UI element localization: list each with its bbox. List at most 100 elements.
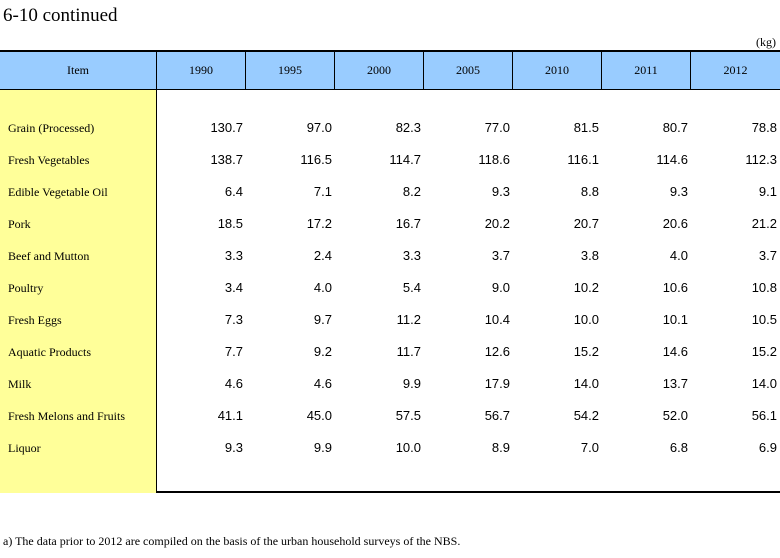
row-label: Milk [8,377,32,391]
value-cell: 12.6 [484,344,510,359]
value-cell: 7.7 [224,344,243,359]
value-cell: 3.3 [402,248,421,263]
unit-label: (kg) [756,35,776,49]
value-cell: 77.0 [484,120,510,135]
header-row: Item 1990 1995 2000 2005 2010 2011 2012 [0,52,780,90]
value-cell: 8.9 [491,440,510,455]
table-row: Grain (Processed) 130.7 97.0 82.3 77.0 81.5 80… [0,118,780,138]
value-cell: 9.2 [313,344,332,359]
header-year-2011: 2011 [602,52,691,89]
value-cell: 10.4 [484,312,510,327]
row-label: Liquor [8,441,41,455]
value-cell: 8.8 [580,184,599,199]
value-cell: 4.6 [313,376,332,391]
table-row: Edible Vegetable Oil 6.4 7.1 8.2 9.3 8.8 9.3 9.… [0,182,780,202]
value-cell: 10.6 [662,280,688,295]
data-table: Item 1990 1995 2000 2005 2010 2011 2012 … [0,50,780,493]
value-cell: 56.1 [751,408,777,423]
item-column [0,90,157,493]
value-cell: 81.5 [573,120,599,135]
value-cell: 118.6 [478,152,510,167]
value-cell: 138.7 [210,152,243,167]
value-cell: 9.1 [758,184,777,199]
value-cell: 18.5 [217,216,243,231]
value-cell: 82.3 [395,120,421,135]
value-cell: 3.3 [224,248,243,263]
value-cell: 9.0 [491,280,510,295]
row-label: Edible Vegetable Oil [8,185,108,199]
row-label: Poultry [8,281,44,295]
value-cell: 9.3 [669,184,688,199]
value-cell: 4.6 [224,376,243,391]
header-year-1990: 1990 [157,52,246,89]
value-cell: 10.5 [751,312,777,327]
table-row: Milk 4.6 4.6 9.9 17.9 14.0 13.7 14.0 [0,374,780,394]
value-cell: 17.2 [306,216,332,231]
value-cell: 116.1 [567,152,599,167]
value-cell: 10.2 [573,280,599,295]
header-year-2012: 2012 [723,63,748,77]
value-cell: 54.2 [573,408,599,423]
value-cell: 57.5 [395,408,421,423]
value-cell: 116.5 [300,152,332,167]
table-title: 6-10 continued [3,5,118,26]
value-cell: 20.2 [484,216,510,231]
row-label: Fresh Melons and Fruits [8,409,125,423]
value-cell: 3.7 [491,248,510,263]
value-cell: 9.9 [402,376,421,391]
value-cell: 11.7 [396,344,421,359]
value-cell: 7.1 [313,184,332,199]
value-cell: 20.7 [573,216,599,231]
footnote: a) The data prior to 2012 are compiled o… [3,534,461,548]
header-year-2000: 2000 [335,52,424,89]
value-cell: 6.8 [669,440,688,455]
value-cell: 8.2 [402,184,421,199]
value-cell: 4.0 [669,248,688,263]
value-cell: 7.3 [224,312,243,327]
row-label: Pork [8,217,31,231]
value-cell: 114.7 [389,152,421,167]
table-row: Poultry 3.4 4.0 5.4 9.0 10.2 10.6 10.8 [0,278,780,298]
table-row: Aquatic Products 7.7 9.2 11.7 12.6 15.2 14.6 15… [0,342,780,362]
value-cell: 41.1 [217,408,243,423]
row-label: Fresh Vegetables [8,153,90,167]
table-row: Fresh Eggs 7.3 9.7 11.2 10.4 10.0 10.1 10.5 [0,310,780,330]
value-cell: 7.0 [580,440,599,455]
value-cell: 52.0 [662,408,688,423]
value-cell: 9.3 [224,440,243,455]
header-year-1995: 1995 [246,52,335,89]
value-cell: 20.6 [662,216,688,231]
table-row: Beef and Mutton 3.3 2.4 3.3 3.7 3.8 4.0 3.7 [0,246,780,266]
value-cell: 10.8 [751,280,777,295]
value-cell: 9.3 [491,184,510,199]
value-cell: 10.0 [573,312,599,327]
table-row: Pork 18.5 17.2 16.7 20.2 20.7 20.6 21.2 [0,214,780,234]
value-cell: 13.7 [662,376,688,391]
value-cell: 4.0 [313,280,332,295]
value-cell: 3.7 [758,248,777,263]
value-cell: 114.6 [656,152,688,167]
value-cell: 9.9 [313,440,332,455]
value-cell: 10.1 [662,312,688,327]
row-label: Aquatic Products [8,345,91,359]
value-cell: 15.2 [573,344,599,359]
row-label: Grain (Processed) [8,121,95,135]
value-cell: 56.7 [484,408,510,423]
value-cell: 11.2 [396,312,421,327]
value-cell: 2.4 [313,248,332,263]
value-cell: 17.9 [484,376,510,391]
value-cell: 80.7 [662,120,688,135]
value-cell: 9.7 [313,312,332,327]
value-cell: 5.4 [402,280,421,295]
table-row: Liquor 9.3 9.9 10.0 8.9 7.0 6.8 6.9 [0,438,780,458]
value-cell: 3.8 [580,248,599,263]
value-cell: 6.9 [758,440,777,455]
table-row: Fresh Melons and Fruits 41.1 45.0 57.5 56.7 5… [0,406,780,426]
value-cell: 6.4 [224,184,243,199]
value-cell: 14.0 [751,376,777,391]
row-label: Beef and Mutton [8,249,90,263]
value-cell: 14.6 [662,344,688,359]
row-label: Fresh Eggs [8,313,62,327]
table-row: Fresh Vegetables 138.7 116.5 114.7 118.6 116.… [0,150,780,170]
value-cell: 78.8 [751,120,777,135]
